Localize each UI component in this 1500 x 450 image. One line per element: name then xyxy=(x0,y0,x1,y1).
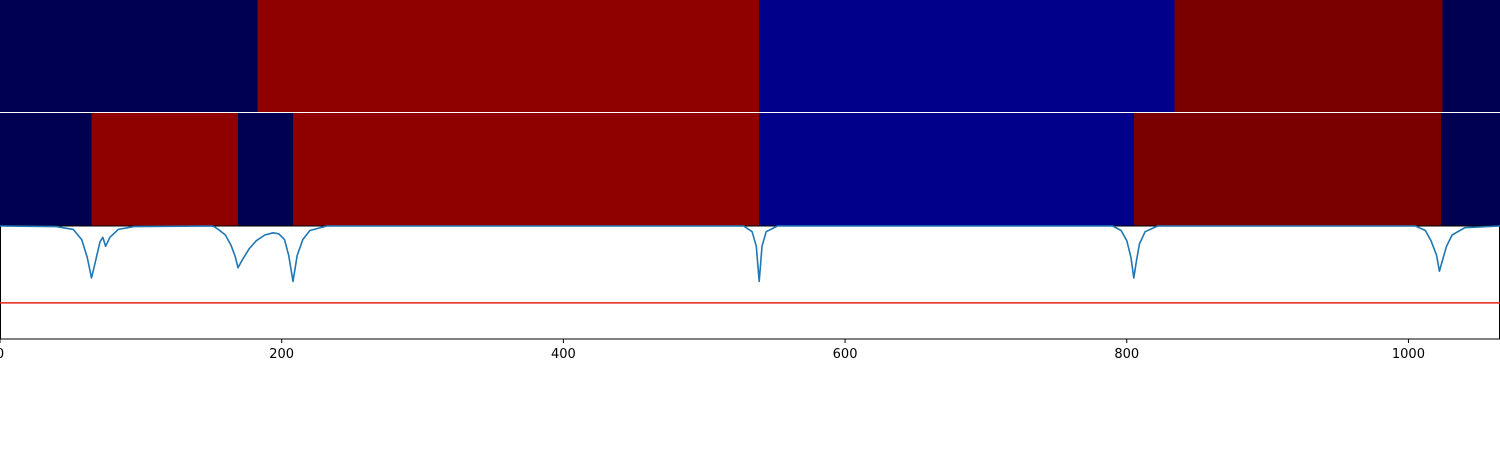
x-tick-label: 1000 xyxy=(1392,347,1425,362)
heatmap-segment xyxy=(1442,0,1500,112)
middle-heatmap-band xyxy=(0,112,1500,226)
x-tick-label: 800 xyxy=(1114,347,1139,362)
heatmap-segment xyxy=(1133,113,1441,226)
series-line xyxy=(0,225,1500,283)
x-axis: 0 200 400 600 800 1000 xyxy=(0,339,1425,362)
heatmap-segment xyxy=(91,113,239,226)
heatmap-segment xyxy=(1174,0,1443,112)
heatmap-segment xyxy=(238,113,293,226)
heatmap-segment xyxy=(0,0,258,112)
x-tick-label: 400 xyxy=(551,347,576,362)
heatmap-segment xyxy=(759,0,1175,112)
x-tick-label: 600 xyxy=(833,347,858,362)
heatmap-segment xyxy=(257,0,760,112)
heatmap-segment xyxy=(1440,113,1500,226)
heatmap-segment xyxy=(0,113,92,226)
x-tick-label: 0 xyxy=(0,347,4,362)
heatmap-segment xyxy=(292,113,760,226)
heatmap-segment xyxy=(759,113,1134,226)
x-tick-label: 200 xyxy=(269,347,294,362)
top-heatmap-band xyxy=(0,0,1500,112)
